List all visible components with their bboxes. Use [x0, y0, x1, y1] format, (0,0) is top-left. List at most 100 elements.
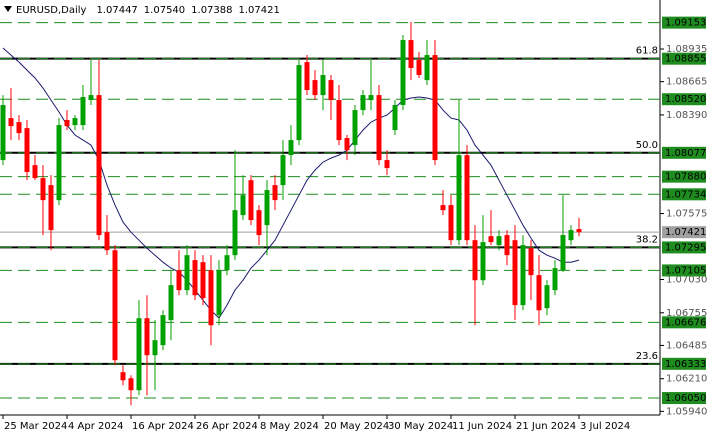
- candle-body: [552, 268, 558, 291]
- symbol: EURUSD,Daily: [16, 5, 87, 16]
- quote-value: 1.07421: [239, 5, 280, 16]
- candle-body: [368, 95, 374, 101]
- candle-body: [400, 40, 406, 106]
- candle-body: [176, 270, 182, 291]
- fib-label: 23.6: [636, 351, 658, 362]
- candle-body: [64, 120, 70, 127]
- y-tick-label: 1.07575: [666, 209, 707, 220]
- candle-body: [472, 240, 478, 281]
- candle-body: [160, 315, 166, 346]
- candle-body: [256, 210, 262, 236]
- candle-body: [192, 260, 198, 296]
- candle-body: [312, 80, 318, 96]
- candle-body: [288, 140, 294, 156]
- fib-label: 38.2: [636, 234, 658, 245]
- candle-body: [336, 100, 342, 141]
- menu-arrow: [4, 6, 12, 12]
- candle-body: [16, 122, 22, 134]
- candle-body: [32, 165, 38, 179]
- candle-body: [152, 340, 158, 356]
- candle-body: [208, 270, 214, 326]
- candle-body: [144, 318, 150, 356]
- candle-body: [128, 378, 134, 391]
- candle-body: [488, 236, 494, 243]
- level-label-box: [662, 241, 706, 254]
- candle-body: [568, 230, 574, 241]
- level-label: 1.07880: [665, 172, 706, 183]
- level-label: 1.06676: [665, 317, 706, 328]
- candle-body: [480, 242, 486, 281]
- candle-body: [328, 80, 334, 101]
- x-tick-label: 25 Mar 2024: [4, 421, 67, 432]
- x-tick-label: 8 May 2024: [260, 421, 319, 432]
- candle-body: [280, 155, 286, 186]
- candle-body: [240, 195, 246, 216]
- fib-label: 61.8: [636, 46, 658, 57]
- candle-body: [408, 40, 414, 68]
- candle-body: [352, 110, 358, 146]
- candle-body: [520, 245, 526, 306]
- quote-value: 1.07540: [144, 5, 185, 16]
- candle-body: [136, 318, 142, 391]
- candle-body: [504, 235, 510, 256]
- level-label: 1.08855: [665, 54, 706, 65]
- x-tick-label: 4 Apr 2024: [68, 421, 123, 432]
- candle-body: [360, 95, 366, 111]
- candle-body: [24, 128, 30, 173]
- candle-body: [536, 275, 542, 311]
- y-tick-label: 1.06755: [666, 308, 707, 319]
- candle-body: [48, 185, 54, 231]
- candle-body: [168, 285, 174, 321]
- candle-body: [544, 285, 550, 309]
- fib-label: 50.0: [636, 140, 658, 151]
- level-label-box: [662, 316, 706, 329]
- candle-body: [56, 125, 62, 201]
- candle-body: [416, 60, 422, 76]
- candle-body: [184, 255, 190, 291]
- candle-body: [0, 105, 6, 161]
- candle-body: [496, 236, 502, 246]
- candle-body: [224, 255, 230, 271]
- level-label-box: [662, 146, 706, 159]
- candle-body: [200, 262, 206, 299]
- x-tick-label: 30 May 2024: [388, 421, 453, 432]
- candle-body: [216, 270, 222, 316]
- y-tick-label: 1.08935: [666, 44, 707, 55]
- level-label: 1.07295: [665, 242, 706, 253]
- y-tick-label: 1.06485: [666, 340, 707, 351]
- x-tick-label: 21 Jun 2024: [516, 421, 576, 432]
- level-label-box: [662, 357, 706, 370]
- candle-body: [296, 65, 302, 141]
- candle-body: [80, 97, 86, 126]
- level-label: 1.07734: [665, 189, 706, 200]
- candle-body: [264, 190, 270, 226]
- candle-body: [88, 95, 94, 101]
- candle-body: [528, 248, 534, 276]
- level-label: 1.09153: [665, 18, 706, 29]
- candle-body: [96, 95, 102, 236]
- candle-body: [448, 205, 454, 241]
- candle-body: [40, 178, 46, 201]
- candle-body: [112, 250, 118, 361]
- y-tick-label: 1.07030: [666, 274, 707, 285]
- candle-body: [120, 372, 126, 381]
- candle-body: [72, 118, 78, 126]
- candle-body: [232, 210, 238, 256]
- quote-value: 1.07388: [191, 5, 232, 16]
- candle-body: [344, 138, 350, 151]
- x-tick-label: 16 Apr 2024: [132, 421, 194, 432]
- candle-body: [376, 95, 382, 161]
- level-label-box: [662, 16, 706, 29]
- candle-body: [104, 232, 110, 251]
- candle-body: [320, 75, 326, 96]
- x-tick-label: 20 May 2024: [324, 421, 389, 432]
- y-tick-label: 1.05940: [666, 406, 707, 417]
- x-tick-label: 11 Jun 2024: [452, 421, 512, 432]
- x-tick-label: 26 Apr 2024: [196, 421, 258, 432]
- quote-value: 1.07447: [96, 5, 137, 16]
- candle-body: [8, 118, 14, 127]
- level-label: 1.07105: [665, 265, 706, 276]
- candle-body: [560, 235, 566, 271]
